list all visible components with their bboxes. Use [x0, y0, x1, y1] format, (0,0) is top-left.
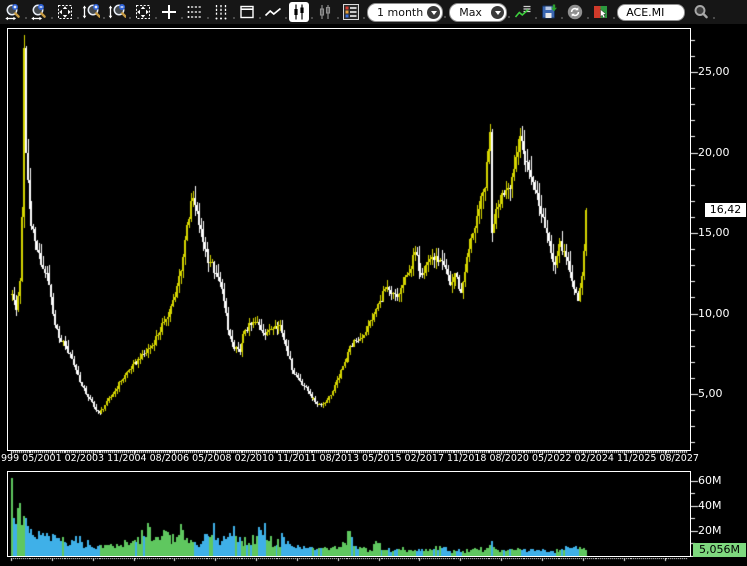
zoom-in-horizontal-button[interactable]: [3, 2, 27, 22]
fit-vertical-icon: [134, 3, 152, 21]
chart-table-icon: [515, 5, 531, 18]
chevron-down-icon: [427, 5, 441, 19]
date-axis-ticks: [7, 451, 689, 456]
zoom-out-vertical-button[interactable]: [107, 2, 131, 22]
zoom-out-horizontal-icon: [31, 4, 48, 21]
price-chart-canvas[interactable]: [8, 29, 690, 450]
save-button[interactable]: [539, 2, 564, 22]
price-axis-label: 20,00: [698, 145, 730, 159]
volume-axis-label: 20M: [698, 523, 722, 537]
zoom-in-horizontal-icon: [5, 4, 22, 21]
crosshair-button[interactable]: [159, 2, 183, 22]
zoom-in-vertical-button[interactable]: [81, 2, 105, 22]
last-price-tag: 16,42: [705, 203, 746, 218]
zoom-in-vertical-icon: [82, 4, 100, 19]
range-dropdown-value: Max: [459, 5, 482, 19]
price-chart-panel: [7, 28, 691, 451]
ohlc-chart-button[interactable]: [315, 2, 339, 22]
price-axis-label: 5,00: [698, 387, 723, 400]
price-axis-ticks: [691, 28, 701, 451]
refresh-icon: [568, 4, 583, 20]
fit-vertical-button[interactable]: [133, 2, 157, 22]
fit-range-icon: [56, 3, 74, 21]
chart-table-button[interactable]: [513, 2, 538, 22]
volume-panel: [7, 471, 691, 557]
interval-dropdown-value: 1 month: [377, 5, 424, 19]
volume-axis-label: 60M: [698, 473, 722, 487]
refresh-button[interactable]: [565, 2, 590, 22]
theme-panel-button[interactable]: [591, 2, 616, 22]
price-axis-label: 10,00: [698, 306, 730, 320]
new-window-icon: [240, 5, 254, 19]
horizontal-grid-button[interactable]: [185, 2, 209, 22]
crosshair-icon: [162, 5, 176, 19]
date-axis: 999 05/2001 02/2003 11/2004 08/2006 05/2…: [1, 453, 699, 464]
volume-axis-ticks: [691, 471, 701, 557]
new-window-button[interactable]: [237, 2, 261, 22]
symbol-input[interactable]: [617, 3, 686, 21]
line-chart-icon: [264, 7, 282, 17]
price-axis-label: 15,00: [698, 226, 730, 239]
interval-dropdown[interactable]: 1 month: [367, 2, 447, 22]
indicators-list-button[interactable]: [341, 2, 365, 22]
price-axis-label: 25,00: [698, 65, 730, 78]
toolbar: 1 month Max: [0, 0, 747, 24]
candlestick-chart-icon: [294, 4, 304, 20]
vertical-grid-icon: [215, 5, 227, 20]
indicators-list-icon: [343, 4, 359, 20]
search-button[interactable]: [691, 2, 716, 22]
search-icon: [694, 5, 709, 19]
ohlc-chart-icon: [319, 5, 331, 19]
theme-panel-icon: [594, 6, 608, 19]
save-icon: [542, 4, 558, 19]
horizontal-grid-icon: [187, 6, 202, 18]
fit-range-button[interactable]: [55, 2, 79, 22]
zoom-out-vertical-icon: [108, 4, 126, 19]
volume-canvas[interactable]: [8, 472, 690, 556]
volume-bottom-ticks: [7, 558, 689, 562]
line-chart-button[interactable]: [263, 2, 287, 22]
range-dropdown[interactable]: Max: [449, 2, 511, 22]
chevron-down-icon: [491, 5, 505, 19]
vertical-grid-button[interactable]: [211, 2, 235, 22]
zoom-out-horizontal-button[interactable]: [29, 2, 53, 22]
candlestick-chart-button[interactable]: [289, 2, 313, 22]
last-volume-tag: 5,056M: [693, 542, 746, 557]
volume-axis-label: 40M: [698, 498, 722, 512]
